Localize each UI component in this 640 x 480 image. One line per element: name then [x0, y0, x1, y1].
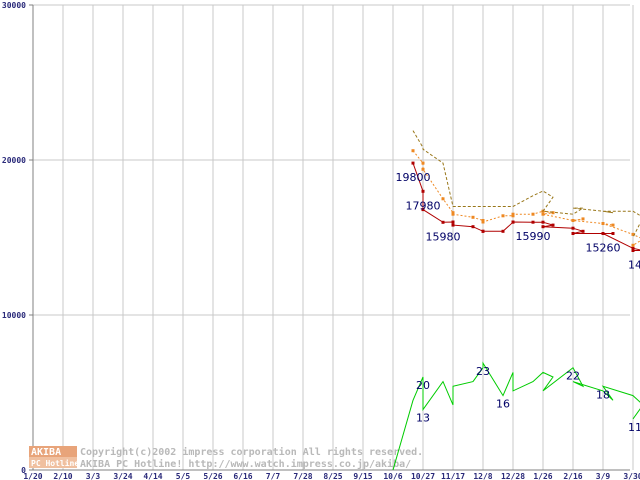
- point-lowest: [611, 232, 615, 235]
- point-lowest: [451, 220, 455, 224]
- x-tick-label: 12/8: [473, 472, 492, 480]
- point-lowest: [421, 208, 425, 212]
- point-average: [411, 149, 415, 153]
- data-label-shop_count: 18: [596, 388, 610, 401]
- data-label-shop_count: 22: [566, 370, 580, 383]
- x-tick-label: 3/30: [623, 472, 640, 480]
- point-average: [631, 243, 635, 247]
- series: [392, 130, 640, 471]
- point-average: [511, 212, 515, 216]
- x-tick-label: 11/17: [441, 472, 465, 480]
- point-lowest: [481, 229, 485, 233]
- point-lowest: [631, 249, 635, 252]
- watermark-url: AKIBA PC Hotline! http://www.watch.impre…: [80, 458, 411, 470]
- point-average: [531, 212, 535, 216]
- watermark-logo-bottom-box: [29, 457, 77, 468]
- x-tick-label: 1/20: [23, 472, 42, 480]
- point-average: [581, 217, 585, 221]
- point-lowest: [541, 220, 545, 224]
- x-tick-label: 1/26: [533, 472, 552, 480]
- x-tick-label: 12/28: [501, 472, 525, 480]
- watermark: AKIBA PC Hotline! Copyright(c)2002 impre…: [29, 446, 423, 470]
- point-lowest: [541, 225, 545, 229]
- point-lowest: [631, 246, 635, 250]
- point-lowest: [551, 223, 555, 227]
- x-tick-label: 2/16: [563, 472, 582, 480]
- point-average: [501, 214, 505, 218]
- data-label-lowest: 15990: [516, 230, 551, 243]
- point-average: [421, 161, 425, 165]
- point-lowest: [571, 226, 575, 230]
- x-tick-label: 7/7: [266, 472, 281, 480]
- x-tick-label: 2/10: [53, 472, 72, 480]
- x-tick-label: 3/9: [596, 472, 611, 480]
- point-lowest: [501, 229, 505, 233]
- point-average: [441, 197, 445, 201]
- series-line-highest: [412, 130, 640, 238]
- data-labels: 19800 17980 15980 15990 15260 14160 20 13 23 16 22…: [396, 171, 640, 434]
- point-average: [511, 214, 515, 218]
- watermark-logo-top-box: [29, 446, 77, 457]
- x-tick-label: 3/24: [113, 472, 132, 480]
- watermark-logo-top: AKIBA: [31, 447, 61, 458]
- data-label-lowest: 15980: [426, 230, 461, 243]
- point-average: [451, 212, 455, 216]
- point-average: [571, 219, 575, 222]
- point-lowest: [581, 229, 585, 233]
- series-line-lowest: [412, 162, 640, 251]
- point-lowest: [421, 189, 425, 193]
- point-average: [601, 222, 605, 225]
- data-label-shop_count: 16: [496, 398, 510, 411]
- x-tick-label: 4/14: [143, 472, 162, 480]
- y-tick-label: 20000: [2, 156, 26, 165]
- point-lowest: [511, 220, 515, 224]
- point-average: [481, 220, 485, 224]
- x-tick-label: 10/27: [411, 472, 435, 480]
- data-label-shop_count: 11: [628, 421, 640, 434]
- y-tick-label: 0: [21, 466, 26, 475]
- data-label-lowest: 15260: [586, 242, 621, 255]
- point-lowest: [441, 220, 445, 224]
- point-average: [471, 215, 475, 219]
- point-average: [541, 212, 545, 216]
- x-tick-label: 3/3: [86, 472, 101, 480]
- y-tick-label: 10000: [2, 311, 26, 320]
- data-label-lowest: 14160: [628, 259, 640, 272]
- x-tick-label: 6/16: [233, 472, 252, 480]
- point-average: [551, 211, 555, 215]
- point-lowest: [601, 232, 605, 235]
- point-lowest: [471, 225, 475, 229]
- data-label-shop_count: 13: [416, 412, 430, 425]
- point-lowest: [531, 220, 535, 224]
- y-tick-label: 30000: [2, 1, 26, 10]
- point-lowest: [411, 161, 415, 165]
- x-tick-label: 7/28: [293, 472, 312, 480]
- series-line-shop_count: [392, 361, 640, 471]
- x-tick-label: 10/6: [383, 472, 402, 480]
- point-lowest: [451, 223, 455, 227]
- point-lowest: [571, 232, 575, 235]
- x-tick-label: 8/25: [323, 472, 342, 480]
- watermark-logo-bottom: PC Hotline!: [31, 458, 84, 468]
- watermark-copyright: Copyright(c)2002 impress corporation All…: [80, 446, 423, 458]
- point-average: [611, 223, 615, 227]
- x-tick-label: 5/26: [203, 472, 222, 480]
- x-tick-label: 9/15: [353, 472, 372, 480]
- data-label-lowest: 19800: [396, 171, 431, 184]
- data-label-shop_count: 23: [476, 365, 490, 378]
- point-average: [631, 232, 635, 236]
- data-label-shop_count: 20: [416, 379, 430, 392]
- point-average: [421, 167, 425, 171]
- data-label-lowest: 17980: [406, 199, 441, 212]
- x-tick-label: 5/5: [176, 472, 191, 480]
